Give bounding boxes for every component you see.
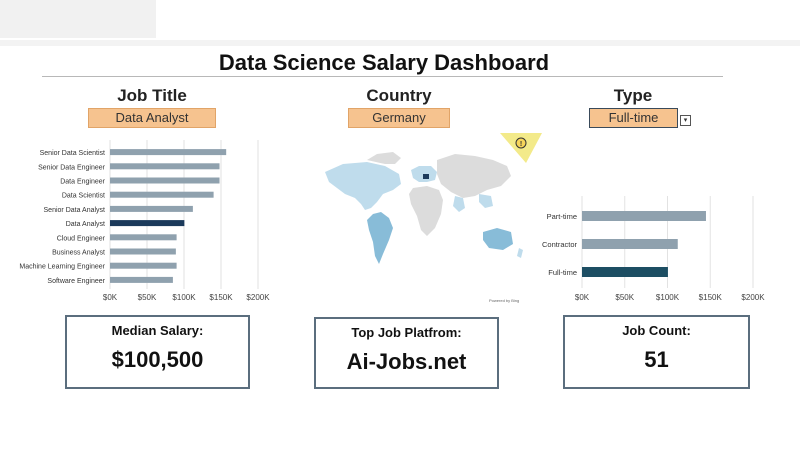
top-bar-divider <box>0 40 800 46</box>
greenland-shape <box>367 152 401 164</box>
dashboard-title: Data Science Salary Dashboard <box>218 50 550 75</box>
top-job-platform-label: Top Job Platfrom: <box>351 325 462 340</box>
bar <box>110 262 177 269</box>
category-label: Data Analyst <box>66 221 105 228</box>
median-salary-label: Median Salary: <box>111 323 204 338</box>
x-tick-label: $0K <box>575 293 590 302</box>
category-label: Data Engineer <box>60 179 105 186</box>
x-tick-label: $200K <box>741 293 765 302</box>
australia-shape <box>483 228 513 250</box>
map-credit: Powered by Bing <box>489 298 519 303</box>
type-dropdown-button[interactable]: ▾ <box>680 115 691 126</box>
bar <box>110 234 177 241</box>
category-label: Senior Data Engineer <box>38 164 106 171</box>
job-type-salary-chart: $0K $50K $100K $150K $200K Part-time Contracto… <box>542 196 765 302</box>
india-shape <box>453 196 465 212</box>
new-zealand-shape <box>517 248 523 258</box>
top-tab <box>0 0 156 38</box>
bar <box>582 267 668 277</box>
category-label: Part-time <box>547 212 577 221</box>
bar <box>110 149 227 156</box>
category-label: Senior Data Analyst <box>44 207 106 214</box>
southeast-asia-shape <box>479 194 493 208</box>
warning-icon[interactable]: ! <box>500 133 542 165</box>
category-label: Software Engineer <box>47 278 105 285</box>
top-job-platform-value: Ai-Jobs.net <box>346 349 467 374</box>
median-salary-card: Median Salary: $100,500 <box>65 315 250 389</box>
job-count-label: Job Count: <box>622 323 691 338</box>
category-label: Contractor <box>542 240 578 249</box>
bar <box>110 205 193 212</box>
window-top-bar <box>0 0 800 46</box>
bar <box>582 239 678 249</box>
bar <box>110 163 220 170</box>
x-tick-label: $100K <box>656 293 680 302</box>
x-tick-label: $50K <box>615 293 634 302</box>
x-tick-label: $0K <box>103 293 118 302</box>
south-america-shape <box>367 212 393 264</box>
job-title-slicer[interactable]: Data Analyst <box>88 108 216 128</box>
job-title-salary-chart: $0K $50K $100K $150K $200K Senior Data Scient… <box>19 140 270 302</box>
top-job-platform-card: Top Job Platfrom: Ai-Jobs.net <box>314 317 499 389</box>
x-tick-label: $150K <box>209 293 233 302</box>
north-america-shape <box>325 162 401 210</box>
job-count-card: Job Count: 51 <box>563 315 750 389</box>
bar <box>110 248 176 255</box>
category-label: Machine Learning Engineer <box>19 264 105 271</box>
job-title-slicer-label: Job Title <box>117 86 187 105</box>
median-salary-value: $100,500 <box>111 347 204 372</box>
category-label: Senior Data Scientist <box>40 150 105 157</box>
germany-highlight <box>423 174 429 179</box>
bar <box>110 276 173 283</box>
asia-shape <box>437 154 511 198</box>
type-slicer-label: Type <box>613 86 653 105</box>
bar <box>110 191 214 198</box>
x-tick-label: $100K <box>172 293 196 302</box>
x-tick-label: $200K <box>246 293 270 302</box>
bar <box>110 220 185 227</box>
world-map: Powered by Bing <box>325 152 523 303</box>
category-label: Cloud Engineer <box>57 235 106 242</box>
category-label: Business Analyst <box>52 250 105 257</box>
job-count-value: 51 <box>644 347 669 372</box>
type-slicer[interactable]: Full-time <box>589 108 678 128</box>
title-underline <box>42 76 723 77</box>
country-slicer[interactable]: Germany <box>348 108 450 128</box>
country-slicer-label: Country <box>366 86 432 105</box>
map-landmasses <box>325 152 523 264</box>
svg-text:!: ! <box>520 141 522 148</box>
bar <box>582 211 706 221</box>
category-label: Data Scientist <box>62 193 105 200</box>
africa-shape <box>409 186 443 236</box>
bar <box>110 177 220 184</box>
x-tick-label: $50K <box>138 293 157 302</box>
x-tick-label: $150K <box>699 293 723 302</box>
category-label: Full-time <box>548 268 577 277</box>
